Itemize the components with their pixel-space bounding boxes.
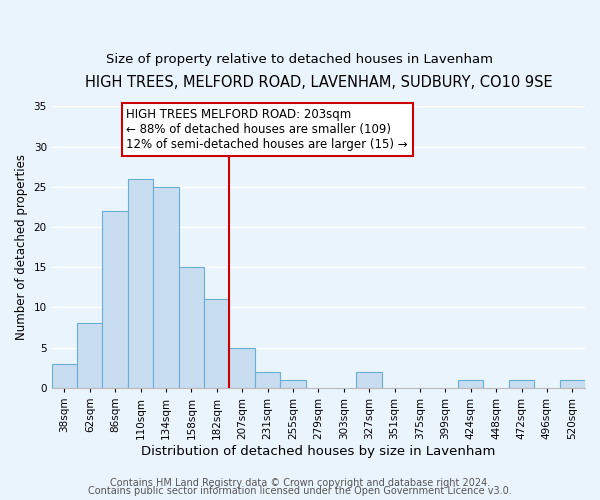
Text: Size of property relative to detached houses in Lavenham: Size of property relative to detached ho… bbox=[107, 52, 493, 66]
Bar bbox=[204, 300, 229, 388]
Bar bbox=[458, 380, 484, 388]
Bar bbox=[77, 324, 103, 388]
Bar bbox=[280, 380, 305, 388]
Bar bbox=[128, 179, 153, 388]
Bar bbox=[153, 187, 179, 388]
X-axis label: Distribution of detached houses by size in Lavenham: Distribution of detached houses by size … bbox=[141, 444, 496, 458]
Text: Contains HM Land Registry data © Crown copyright and database right 2024.: Contains HM Land Registry data © Crown c… bbox=[110, 478, 490, 488]
Text: Contains public sector information licensed under the Open Government Licence v3: Contains public sector information licen… bbox=[88, 486, 512, 496]
Title: HIGH TREES, MELFORD ROAD, LAVENHAM, SUDBURY, CO10 9SE: HIGH TREES, MELFORD ROAD, LAVENHAM, SUDB… bbox=[85, 75, 552, 90]
Bar bbox=[52, 364, 77, 388]
Bar bbox=[560, 380, 585, 388]
Bar bbox=[356, 372, 382, 388]
Bar bbox=[103, 211, 128, 388]
Bar bbox=[255, 372, 280, 388]
Y-axis label: Number of detached properties: Number of detached properties bbox=[15, 154, 28, 340]
Text: HIGH TREES MELFORD ROAD: 203sqm
← 88% of detached houses are smaller (109)
12% o: HIGH TREES MELFORD ROAD: 203sqm ← 88% of… bbox=[127, 108, 408, 151]
Bar bbox=[179, 267, 204, 388]
Bar bbox=[509, 380, 534, 388]
Bar bbox=[229, 348, 255, 388]
